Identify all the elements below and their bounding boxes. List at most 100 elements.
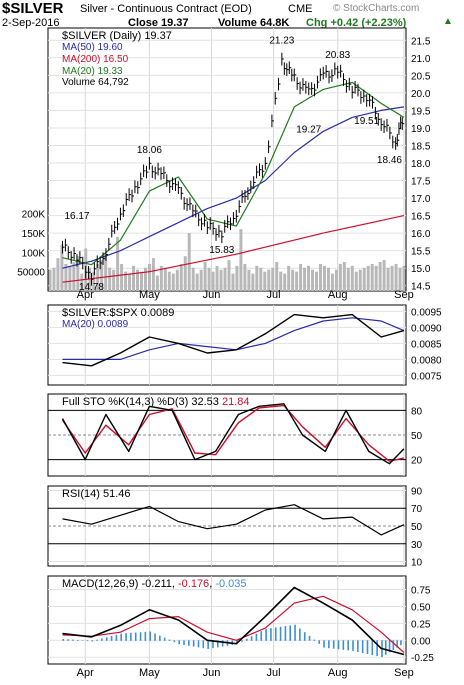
volume-bar xyxy=(128,273,132,291)
price-annotation: 14.78 xyxy=(79,282,104,293)
volume-bar xyxy=(386,267,390,291)
volume-bar xyxy=(235,265,239,291)
volume-bar xyxy=(243,263,247,291)
x-axis-label: Aug xyxy=(328,289,348,301)
y-tick-label: 20.5 xyxy=(411,71,431,82)
volume-bar xyxy=(139,271,143,291)
macd-histogram-bar xyxy=(270,628,272,641)
volume-bar xyxy=(108,267,112,291)
macd-histogram-bar xyxy=(105,637,108,641)
price-legend-title: $SILVER (Daily) 19.37 xyxy=(62,30,172,42)
x-axis-label: Sep xyxy=(394,667,414,679)
volume-bar xyxy=(116,236,120,291)
volume-bar xyxy=(378,262,382,291)
macd-hist-value: -0.035 xyxy=(215,578,247,590)
volume-bar xyxy=(318,263,322,291)
volume-tick-label: 200K xyxy=(22,210,46,221)
change-up-icon: ▲ xyxy=(443,16,453,27)
volume-bar xyxy=(279,271,283,291)
ma200-line xyxy=(62,215,405,283)
x-axis-label: Sep xyxy=(394,289,414,301)
macd-histogram-bar xyxy=(76,639,79,641)
macd-histogram-bar xyxy=(62,638,65,641)
volume-bar xyxy=(136,269,139,291)
macd-histogram-bar xyxy=(352,640,354,651)
volume-bar xyxy=(215,265,219,291)
volume-bar xyxy=(223,267,227,291)
volume-bar xyxy=(211,271,215,291)
macd-histogram-bar xyxy=(96,639,98,641)
price-annotation: 20.83 xyxy=(325,50,350,61)
macd-histogram-bar xyxy=(342,640,345,650)
y-tick-label: 50 xyxy=(411,431,423,442)
y-tick-label: 10 xyxy=(411,558,423,569)
macd-histogram-bar xyxy=(212,640,214,649)
y-tick-label: 0.0075 xyxy=(411,371,442,382)
volume-bar xyxy=(48,269,52,291)
y-tick-label: 0.00 xyxy=(411,636,431,647)
macd-histogram-bar xyxy=(245,638,248,641)
watermark: © StockCharts.com xyxy=(333,3,420,14)
price-annotation: 18.06 xyxy=(137,145,162,156)
y-tick-label: 0.25 xyxy=(411,619,431,630)
macd-histogram-bar xyxy=(289,625,292,641)
volume-bar xyxy=(255,265,259,291)
macd-histogram-bar xyxy=(274,627,277,641)
macd-histogram-bar xyxy=(376,640,378,657)
volume-bar xyxy=(175,269,179,291)
macd-histogram-bar xyxy=(318,640,320,644)
macd-histogram-bar xyxy=(207,640,209,649)
y-tick-label: 19.5 xyxy=(411,106,431,117)
volume-bar xyxy=(267,269,271,291)
macd-histogram-bar xyxy=(168,639,171,641)
volume-label: Volume 64.8K xyxy=(218,17,290,29)
macd-histogram-bar xyxy=(265,628,267,641)
volume-bar xyxy=(219,269,223,291)
macd-legend: MACD(12,26,9) -0.211, -0.176, -0.035 xyxy=(62,578,247,590)
volume-bar xyxy=(163,267,167,291)
y-tick-label: 17.5 xyxy=(411,177,431,188)
sto-legend: Full STO %K(14,3) %D(3) 32.53 21.84 xyxy=(62,396,250,408)
volume-bar xyxy=(195,273,199,291)
macd-histogram-bar xyxy=(241,640,243,642)
macd-histogram-bar xyxy=(183,640,185,645)
legend-ma200: MA(200) 16.50 xyxy=(62,54,129,65)
volume-bar xyxy=(295,271,299,291)
ratio-line xyxy=(62,313,405,367)
macd-histogram-bar xyxy=(173,640,176,643)
volume-bar xyxy=(315,271,318,291)
y-tick-label: 0.0085 xyxy=(411,339,442,350)
volume-bar xyxy=(187,233,191,291)
legend-ma50: MA(50) 19.60 xyxy=(62,42,123,53)
volume-bar xyxy=(366,265,370,291)
volume-bar xyxy=(207,267,211,291)
volume-bar xyxy=(307,265,311,291)
volume-bar xyxy=(199,269,203,291)
symbol-title: $SILVER xyxy=(2,0,64,17)
rsi-line xyxy=(62,504,405,536)
macd-histogram-bar xyxy=(110,636,113,641)
x-axis-label: Jun xyxy=(203,667,221,679)
macd-value: -0.211 xyxy=(141,578,172,590)
y-tick-label: 30 xyxy=(411,540,423,551)
volume-bar xyxy=(354,271,358,291)
y-tick-label: 16.5 xyxy=(411,212,431,223)
volume-bar xyxy=(303,267,307,291)
volume-bar xyxy=(338,263,342,291)
volume-tick-label: 150K xyxy=(22,229,46,240)
sto-legend-title: Full STO %K(14,3) %D(3) xyxy=(62,396,189,408)
volume-bar xyxy=(155,275,159,291)
x-axis-label: Apr xyxy=(77,667,94,679)
volume-bar xyxy=(283,273,287,291)
instrument-name: Silver - Continuous Contract (EOD) xyxy=(80,3,252,15)
volume-bar xyxy=(72,262,76,291)
price-annotation: 15.83 xyxy=(209,245,234,256)
macd-histogram-bar xyxy=(323,640,325,648)
macd-histogram-bar xyxy=(144,631,147,641)
macd-histogram-bar xyxy=(163,637,166,641)
volume-tick-label: 100K xyxy=(22,248,46,259)
change-label: Chg +0.42 (+2.23%) xyxy=(306,17,407,29)
y-tick-label: 0.0080 xyxy=(411,355,442,366)
volume-bar xyxy=(92,271,96,291)
macd-histogram-bar xyxy=(67,639,69,641)
